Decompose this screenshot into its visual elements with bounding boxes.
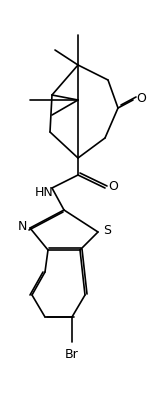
Text: HN: HN	[35, 187, 53, 200]
Text: N: N	[17, 220, 27, 233]
Text: O: O	[108, 179, 118, 193]
Text: S: S	[103, 224, 111, 237]
Text: O: O	[136, 91, 146, 104]
Text: Br: Br	[65, 347, 79, 360]
